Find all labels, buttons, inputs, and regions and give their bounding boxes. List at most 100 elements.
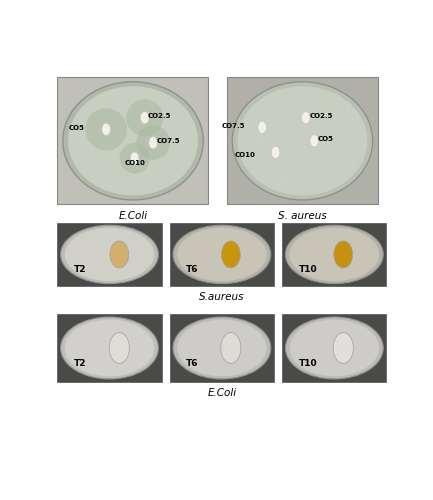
Ellipse shape [332,166,333,168]
Ellipse shape [325,164,326,166]
Ellipse shape [260,126,261,128]
Ellipse shape [294,160,295,161]
Ellipse shape [314,140,315,141]
Bar [282,314,386,382]
Ellipse shape [314,174,315,175]
Ellipse shape [298,136,299,138]
Text: T10: T10 [298,264,317,274]
Ellipse shape [303,166,304,167]
Ellipse shape [221,332,241,364]
Ellipse shape [120,143,150,174]
Ellipse shape [308,130,309,131]
Ellipse shape [349,112,350,113]
Text: CO10: CO10 [124,160,145,166]
Ellipse shape [322,146,323,147]
Ellipse shape [297,96,298,97]
Ellipse shape [318,179,319,180]
Ellipse shape [323,151,324,152]
Ellipse shape [347,164,348,166]
Ellipse shape [177,228,267,281]
Ellipse shape [140,112,149,124]
Ellipse shape [280,138,281,139]
Ellipse shape [346,154,348,156]
Ellipse shape [344,118,345,119]
Text: E.Coli: E.Coli [118,212,148,222]
Ellipse shape [275,125,276,126]
Ellipse shape [285,132,287,133]
Ellipse shape [339,143,340,144]
Ellipse shape [279,156,280,158]
Ellipse shape [286,176,288,177]
Ellipse shape [262,138,263,140]
Ellipse shape [288,98,289,100]
Text: S. aureus: S. aureus [278,212,327,222]
Ellipse shape [352,130,353,132]
Ellipse shape [297,114,298,115]
Ellipse shape [110,241,129,268]
Ellipse shape [324,113,325,114]
Ellipse shape [345,114,346,116]
Ellipse shape [318,170,319,172]
Ellipse shape [328,112,329,113]
Ellipse shape [173,317,271,379]
Text: S.aureus: S.aureus [199,292,245,302]
Ellipse shape [356,148,357,150]
Ellipse shape [345,143,346,144]
Text: CO10: CO10 [235,152,255,158]
Ellipse shape [61,317,158,379]
Ellipse shape [354,150,355,152]
Ellipse shape [109,332,129,364]
Ellipse shape [316,105,317,106]
Ellipse shape [352,118,353,120]
Ellipse shape [271,146,280,158]
Ellipse shape [315,95,316,96]
Ellipse shape [310,141,311,142]
Ellipse shape [149,136,158,149]
Ellipse shape [258,125,259,126]
Ellipse shape [351,151,352,152]
Ellipse shape [260,140,261,142]
Bar [170,222,274,286]
Ellipse shape [250,132,251,134]
Ellipse shape [281,138,282,140]
Ellipse shape [337,107,338,108]
Ellipse shape [318,170,319,172]
Ellipse shape [345,136,346,138]
Ellipse shape [61,225,158,284]
Ellipse shape [282,98,283,100]
Ellipse shape [321,116,322,117]
Ellipse shape [346,128,347,129]
Ellipse shape [322,172,323,173]
Ellipse shape [342,147,343,148]
Text: CO2.5: CO2.5 [148,113,171,119]
Ellipse shape [126,100,163,136]
Ellipse shape [314,148,316,149]
Ellipse shape [284,100,285,102]
Ellipse shape [281,156,282,158]
Bar [58,78,209,204]
Text: T2: T2 [74,359,86,368]
Ellipse shape [304,156,305,158]
Ellipse shape [317,164,318,166]
Ellipse shape [282,176,283,178]
Ellipse shape [292,170,293,172]
Ellipse shape [321,117,322,118]
Ellipse shape [259,141,260,142]
Text: CO5: CO5 [317,136,333,142]
Ellipse shape [302,159,303,160]
Ellipse shape [177,320,267,376]
Ellipse shape [301,112,310,124]
Ellipse shape [313,121,314,122]
Ellipse shape [320,160,321,162]
Ellipse shape [65,320,154,376]
Ellipse shape [316,179,317,180]
Ellipse shape [335,126,336,128]
Ellipse shape [290,228,379,281]
Ellipse shape [264,172,265,174]
Text: T10: T10 [298,359,317,368]
Ellipse shape [262,112,263,114]
Ellipse shape [293,164,294,165]
Ellipse shape [257,152,258,154]
Ellipse shape [285,176,287,177]
Ellipse shape [322,185,323,186]
